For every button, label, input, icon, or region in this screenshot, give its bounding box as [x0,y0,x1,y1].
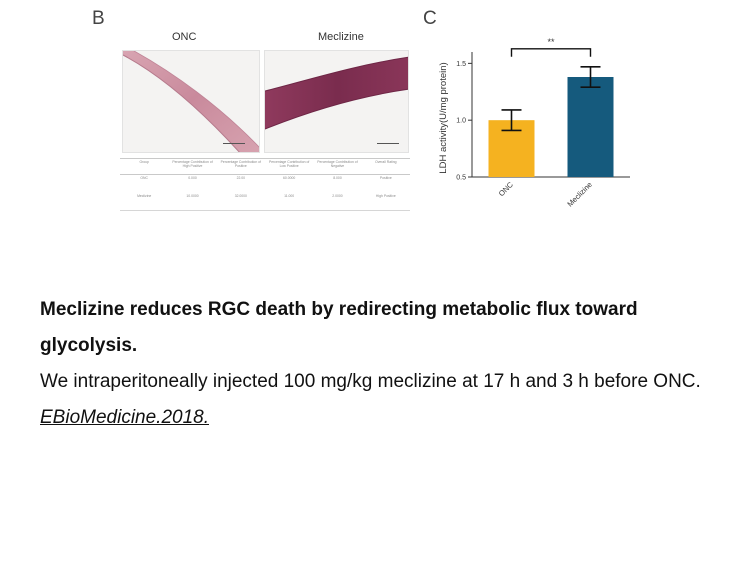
caption-title: Meclizine reduces RGC death by redirecti… [40,299,638,356]
onc-histology-image [122,50,260,153]
x-tick-label: Meclizine [565,180,593,208]
table-cell: 10.0000 [186,193,199,198]
significance-bracket [510,48,592,57]
onc-image-title: ONC [172,31,197,43]
x-tick-label: ONC [497,180,516,199]
meclizine-image-title: Meclizine [318,31,364,43]
caption-body: We intraperitoneally injected 100 mg/kg … [40,371,701,392]
y-axis-label: LDH activity(U/mg protein) [438,62,449,173]
panel-c-label: C [423,8,437,29]
meclizine-histology-image [264,50,409,153]
bar-meclizine [567,77,614,177]
table-header-cell: Percentage Contribution of Negative [317,160,358,169]
onc-tissue-section [123,51,259,152]
table-row: Meclizine 10.0000 32.0000 11.000 2.0000 … [120,193,410,211]
table-cell: 60.0000 [283,176,296,180]
meclizine-scale-bar [377,143,399,144]
significance-marker: ** [547,37,555,47]
y-tick-label: 1.0 [456,118,466,125]
y-tick-label: 0.5 [456,175,466,182]
figure-caption: Meclizine reduces RGC death by redirecti… [40,292,730,436]
table-header-cell: Percentage Contribution of Positive [220,160,261,169]
table-cell: 32.0000 [234,193,247,198]
table-header-cell: Group [139,160,149,164]
table-cell: ONC [140,176,148,180]
table-cell: Meclizine [137,193,152,198]
table-cell: 11.000 [284,193,295,198]
table-cell: 0.000 [188,176,197,180]
onc-scale-bar [223,143,245,144]
table-cell: 22.00 [236,176,246,180]
table-header-cell: Percentage Contribution of High Positive [172,160,213,169]
meclizine-tissue-section [265,56,408,130]
table-cell: High Positive [375,193,396,198]
table-header-cell: Overall Rating [375,160,397,164]
table-cell: 2.0000 [332,193,343,198]
ihc-quantification-table: Group Percentage Contribution of High Po… [120,158,410,230]
table-header-cell: Percentage Contribution of Low Positive [268,160,310,169]
y-tick-label: 1.5 [456,61,466,68]
table-row: ONC 0.000 22.00 60.0000 8.000 Positive [120,175,410,193]
panel-b-label: B [92,8,105,29]
table-header-row: Group Percentage Contribution of High Po… [120,158,410,175]
ldh-activity-bar-chart: LDH activity(U/mg protein) 0.5 1.0 1.5 ONC… [438,37,630,209]
citation-link[interactable]: EBioMedicine.2018. [40,407,209,428]
table-cell: Positive [379,176,392,180]
table-cell: 8.000 [333,176,342,180]
